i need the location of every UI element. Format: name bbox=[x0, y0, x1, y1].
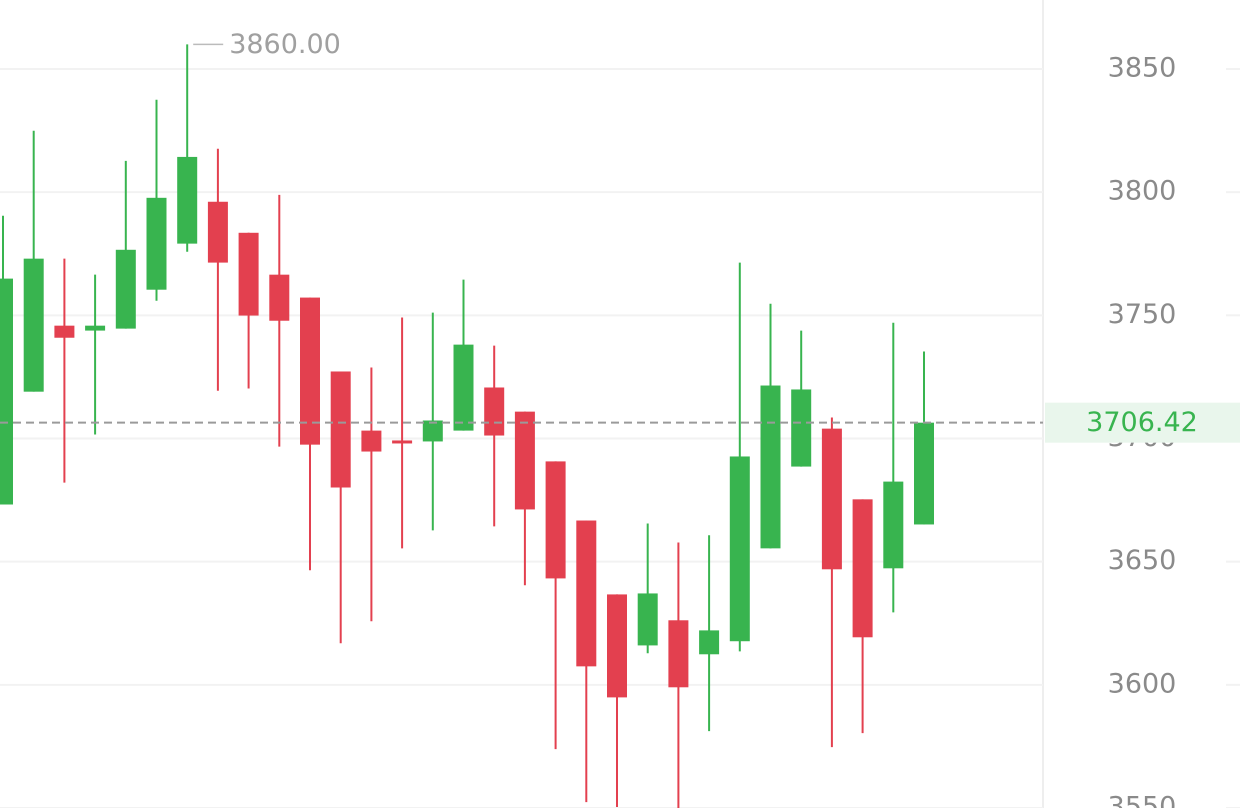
candle-body bbox=[115, 249, 136, 329]
candle-body bbox=[729, 456, 750, 642]
candle-body bbox=[146, 197, 167, 290]
candle-body bbox=[23, 258, 44, 392]
high-annotation-label: 3860.00 bbox=[229, 29, 341, 60]
candle-body bbox=[85, 325, 106, 331]
candle-body bbox=[392, 440, 413, 444]
candle-body bbox=[760, 385, 781, 549]
candle-body bbox=[0, 278, 13, 505]
candle-body bbox=[54, 325, 75, 338]
y-tick-label: 3800 bbox=[1108, 176, 1177, 207]
last-price-label: 3706.42 bbox=[1086, 407, 1198, 438]
candle-body bbox=[300, 297, 320, 445]
candle-body bbox=[607, 594, 627, 698]
y-tick-label: 3600 bbox=[1108, 668, 1177, 699]
candle-body bbox=[269, 274, 290, 321]
candle-body bbox=[484, 387, 505, 436]
candle-body bbox=[514, 411, 535, 510]
candle-body bbox=[576, 520, 597, 667]
candle-body bbox=[453, 344, 474, 431]
candle-body bbox=[791, 389, 812, 467]
candle-body bbox=[821, 428, 842, 570]
y-tick-label: 3650 bbox=[1108, 545, 1177, 576]
candle-body bbox=[422, 420, 443, 442]
candle-body bbox=[361, 430, 382, 452]
candle-body bbox=[207, 201, 228, 263]
y-tick-label: 3850 bbox=[1108, 52, 1177, 83]
candle-body bbox=[238, 232, 259, 316]
candle-body bbox=[545, 461, 566, 579]
candle-body bbox=[852, 499, 873, 638]
candle-body bbox=[699, 630, 720, 655]
candle-body bbox=[883, 481, 904, 569]
candle-body bbox=[914, 422, 934, 525]
candle-body bbox=[177, 156, 198, 244]
last-price-box bbox=[1045, 402, 1240, 443]
y-tick-label: 3750 bbox=[1108, 299, 1177, 330]
candle-body bbox=[668, 620, 689, 688]
y-tick-label: 3550 bbox=[1108, 792, 1177, 808]
candle-body bbox=[330, 371, 351, 488]
candle-body bbox=[637, 593, 658, 646]
